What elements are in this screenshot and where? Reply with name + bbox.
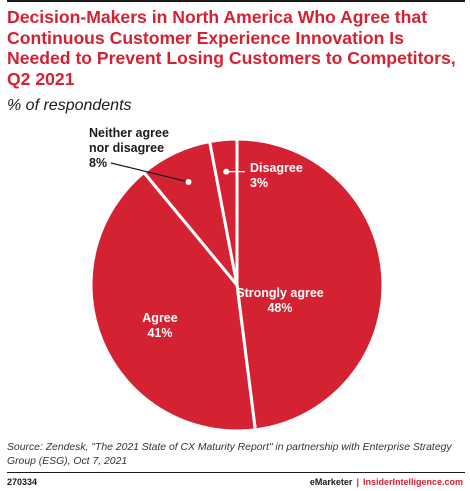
chart-title: Decision-Makers in North America Who Agr… (7, 7, 456, 89)
slice-label-disagree: Disagree 3% (250, 161, 303, 190)
source-note: Source: Zendesk, "The 2021 State of CX M… (7, 442, 452, 467)
pie-chart: Strongly agree 48% Agree 41% Neither agree no… (89, 126, 385, 433)
slice-label-agree: Agree 41% (142, 311, 177, 340)
leader-dot-disagree (223, 168, 230, 175)
brand-site[interactable]: InsiderIntelligence.com (362, 477, 463, 487)
label-leaders (110, 162, 245, 185)
pie-slices (89, 137, 385, 433)
leader-line-neither-agree-nor-disagree (110, 162, 189, 183)
brand-credit: eMarketer | InsiderIntelligence.com (310, 477, 463, 487)
pie-slice-disagree (208, 137, 239, 287)
slice-label-strongly-agree: Strongly agree 48% (236, 286, 324, 315)
pie-slice-strongly-agree (235, 137, 385, 432)
chart-id: 270334 (7, 477, 38, 487)
brand-name: eMarketer (309, 477, 353, 487)
bottom-rule (7, 472, 465, 473)
brand-separator: | (356, 477, 359, 487)
slice-label-neither-agree-nor-disagree: Neither agree nor disagree 8% (89, 126, 169, 170)
leader-dot-neither-agree-nor-disagree (185, 178, 192, 185)
pie-slice-agree (89, 171, 257, 433)
slice-labels: Strongly agree 48% Agree 41% Neither agree no… (89, 126, 324, 340)
chart-subtitle: % of respondents (7, 97, 132, 114)
top-rule (7, 0, 465, 2)
